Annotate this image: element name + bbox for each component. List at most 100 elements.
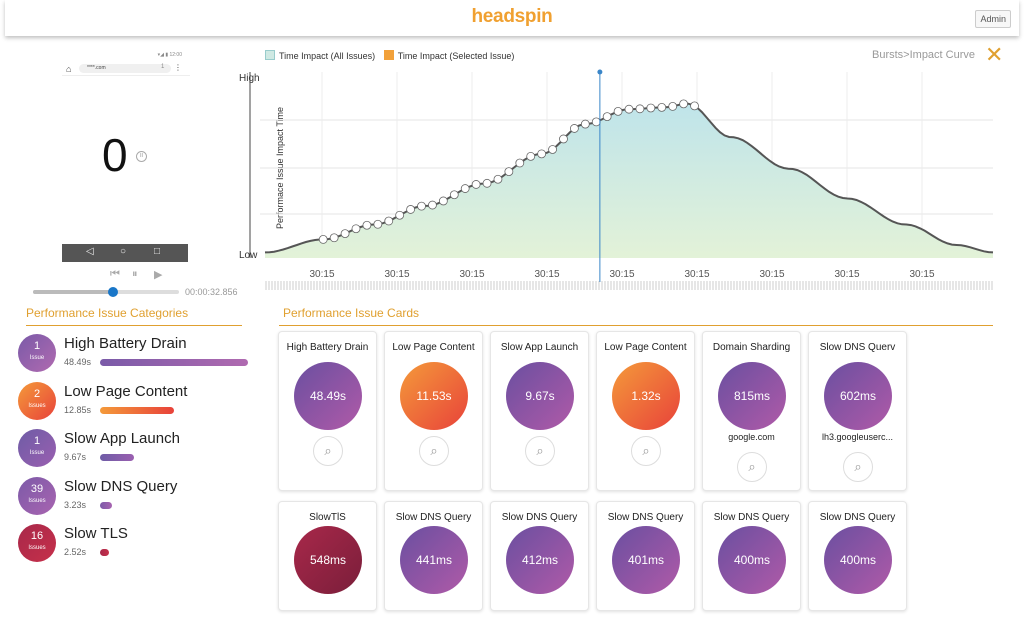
issue-marker[interactable] — [417, 201, 426, 211]
android-nav-bar: ◁ ○ □ — [62, 244, 188, 262]
issue-marker[interactable] — [482, 178, 492, 188]
issue-marker[interactable] — [362, 220, 372, 230]
zoom-icon[interactable]: ⌕ — [525, 436, 555, 466]
issue-marker[interactable] — [515, 158, 525, 168]
issue-card[interactable]: Slow DNS Querv 602ms lh3.googleuserc... ⌕ — [808, 331, 907, 491]
category-name: Low Page Content — [64, 382, 188, 400]
category-count-unit: Issue — [29, 355, 45, 361]
recent-apps-icon[interactable]: □ — [154, 246, 161, 257]
chart-legend: Time Impact (All Issues) Time Impact (Se… — [265, 50, 520, 61]
issue-marker[interactable] — [548, 145, 557, 154]
x-tick-label: 30:15 — [534, 269, 559, 280]
categories-divider — [26, 325, 242, 326]
issue-card-title: Slow DNS Query — [607, 512, 684, 523]
issue-marker[interactable] — [537, 149, 547, 159]
issue-marker[interactable] — [329, 233, 339, 243]
issue-marker[interactable] — [690, 101, 699, 111]
issue-marker[interactable] — [428, 200, 437, 210]
issue-marker[interactable] — [657, 102, 667, 112]
pause-icon[interactable]: II — [136, 151, 147, 162]
tab-count[interactable]: 1 — [161, 64, 165, 70]
issue-marker[interactable] — [570, 124, 579, 133]
issue-card[interactable]: Slow App Launch 9.67s ⌕ — [490, 331, 589, 491]
url-field[interactable]: ****.com — [79, 64, 171, 73]
issue-marker[interactable] — [373, 219, 383, 229]
browser-url-bar[interactable]: ⌂ ****.com 1 ⋮ — [62, 62, 190, 76]
issue-card[interactable]: Domain Sharding 815ms google.com ⌕ — [702, 331, 801, 491]
issue-marker[interactable] — [504, 167, 514, 177]
issue-card-title: Slow DNS Query — [819, 512, 896, 523]
breadcrumb[interactable]: Bursts>Impact Curve — [872, 49, 976, 61]
chart-grid — [249, 72, 993, 258]
issue-marker[interactable] — [591, 117, 601, 127]
issue-marker[interactable] — [493, 174, 503, 184]
issue-marker[interactable] — [340, 229, 350, 239]
issue-marker[interactable] — [449, 190, 459, 200]
issue-marker[interactable] — [679, 99, 688, 109]
issue-marker[interactable] — [460, 184, 470, 193]
issue-marker[interactable] — [395, 210, 405, 220]
issue-card[interactable]: Slow DNS Query 400ms — [702, 501, 801, 611]
issue-marker[interactable] — [471, 180, 481, 189]
issue-marker[interactable] — [559, 134, 568, 144]
issue-marker[interactable] — [318, 234, 328, 244]
issue-card[interactable]: Low Page Content 11.53s ⌕ — [384, 331, 483, 491]
home-icon[interactable]: ⌂ — [66, 64, 72, 74]
issue-marker[interactable] — [613, 106, 623, 116]
issue-card[interactable]: High Battery Drain 48.49s ⌕ — [278, 331, 377, 491]
selected-time-handle[interactable] — [597, 69, 603, 75]
seek-handle[interactable] — [108, 287, 119, 297]
zoom-icon[interactable]: ⌕ — [843, 452, 873, 482]
legend-all[interactable]: Time Impact (All Issues) — [265, 50, 375, 61]
issue-marker[interactable] — [624, 104, 634, 114]
back-icon[interactable]: ◁ — [86, 246, 94, 257]
legend-selected[interactable]: Time Impact (Selected Issue) — [383, 50, 514, 61]
issue-card[interactable]: Slow DNS Query 412ms — [490, 501, 589, 611]
x-tick-label: 30:15 — [684, 269, 709, 280]
play-icon[interactable]: ▶ — [154, 269, 163, 281]
issue-marker[interactable] — [526, 151, 536, 161]
issue-card[interactable]: Low Page Content 1.32s ⌕ — [596, 331, 695, 491]
issue-marker[interactable] — [646, 103, 656, 113]
issue-card-title: Slow App Launch — [500, 342, 579, 353]
issue-marker[interactable] — [406, 205, 416, 214]
admin-button[interactable]: Admin — [975, 10, 1011, 28]
issue-card[interactable]: Slow DNS Query 441ms — [384, 501, 483, 611]
issue-card-value-badge: 815ms — [718, 362, 786, 430]
issue-marker[interactable] — [668, 102, 678, 111]
home-nav-icon[interactable]: ○ — [120, 246, 127, 257]
device-screen[interactable]: ▾◢ ▮ 12:00 ⌂ ****.com 1 ⋮ 0 II ◁ ○ □ — [62, 50, 190, 265]
category-item[interactable]: 2 Issues Low Page Content 12.85s — [18, 381, 248, 422]
category-item[interactable]: 16 Issues Slow TLS 2.52s — [18, 524, 248, 564]
zoom-icon[interactable]: ⌕ — [631, 436, 661, 466]
issue-marker[interactable] — [351, 224, 361, 234]
close-icon[interactable]: ✕ — [985, 42, 1004, 67]
skip-back-icon[interactable]: ⏮ — [110, 268, 120, 280]
issue-card[interactable]: Slow DNS Query 401ms — [596, 501, 695, 611]
timeline-scrubber[interactable] — [265, 281, 993, 290]
category-item[interactable]: 1 Issue Slow App Launch 9.67s — [18, 429, 248, 469]
headspin-logo[interactable]: headspin — [471, 6, 553, 27]
category-count-badge: 2 Issues — [18, 381, 56, 420]
category-name: Slow App Launch — [64, 430, 180, 447]
issue-marker[interactable] — [580, 119, 590, 129]
category-name: High Battery Drain — [64, 335, 187, 352]
x-axis-ticks: 30:15 30:15 30:15 30:15 30:15 30:15 30:15 30:15… — [309, 269, 934, 280]
menu-icon[interactable]: ⋮ — [174, 63, 182, 72]
issue-marker[interactable] — [635, 104, 645, 114]
issue-marker[interactable] — [602, 112, 612, 122]
zoom-icon[interactable]: ⌕ — [737, 452, 767, 482]
issue-card[interactable]: SlowTlS 548ms — [278, 501, 377, 611]
issue-card-value-badge: 9.67s — [506, 362, 574, 430]
issue-marker[interactable] — [438, 196, 448, 206]
category-item[interactable]: 1 Issue High Battery Drain 48.49s — [18, 334, 248, 374]
issue-card-title: Slow DNS Query — [501, 512, 578, 523]
issue-card-subtitle: google.com — [728, 432, 775, 442]
zoom-icon[interactable]: ⌕ — [313, 436, 343, 466]
issue-card[interactable]: Slow DNS Query 400ms — [808, 501, 907, 611]
issue-marker[interactable] — [384, 216, 394, 226]
zoom-icon[interactable]: ⌕ — [419, 436, 449, 466]
pause-playback-icon[interactable]: ⏸ — [132, 268, 138, 280]
category-item[interactable]: 39 Issues Slow DNS Query 3.23s — [18, 476, 248, 517]
seek-bar[interactable] — [33, 287, 179, 297]
